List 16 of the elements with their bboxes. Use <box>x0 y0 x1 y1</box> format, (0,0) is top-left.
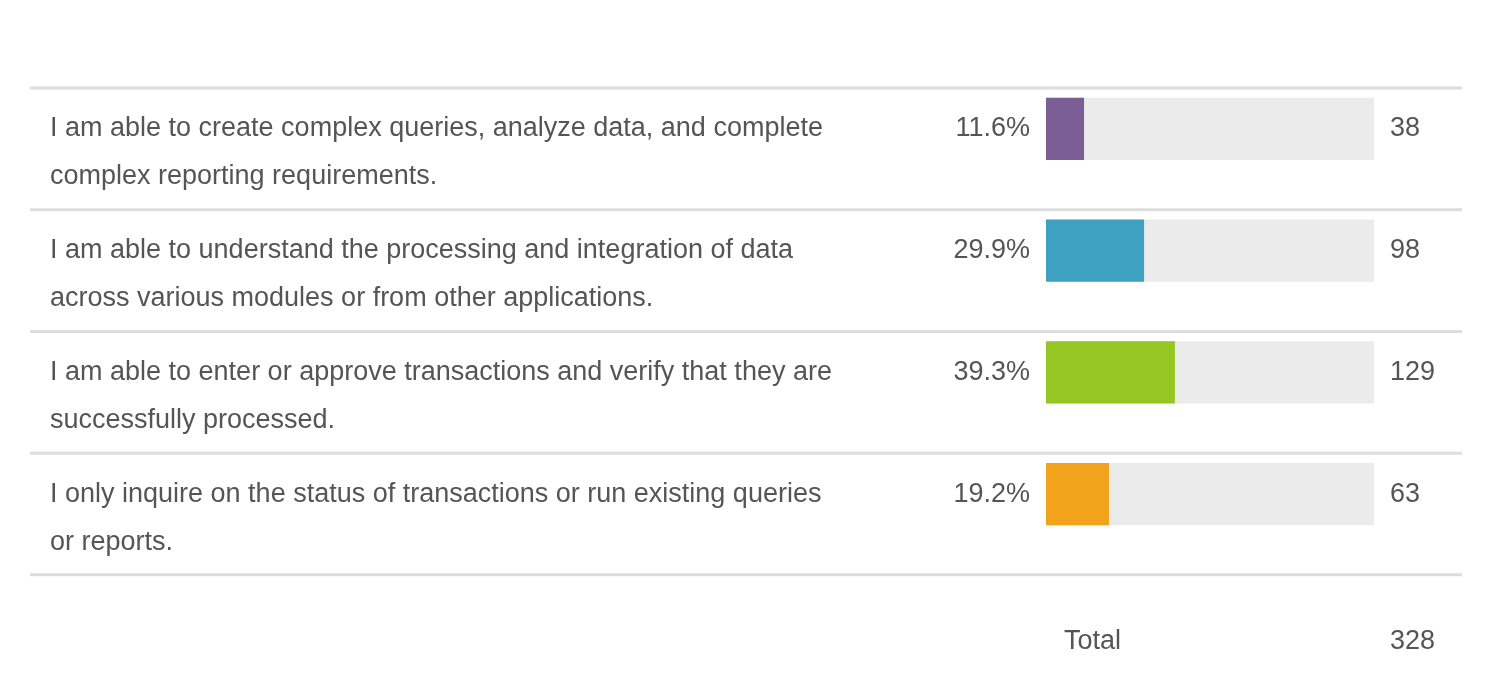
data-label: 29.9% <box>953 234 1030 265</box>
data-label: 19.2% <box>953 477 1030 508</box>
bar <box>1046 97 1085 161</box>
data-label: 39.3% <box>953 355 1030 386</box>
y-tick-label: I only inquire on the status of transactions or run existing queries or reports. <box>50 477 822 556</box>
text: Total <box>1064 625 1122 656</box>
text: 38 <box>1390 112 1421 143</box>
bar <box>1046 462 1109 526</box>
text: 328 <box>1390 625 1436 656</box>
text: 129 <box>1390 355 1436 386</box>
text: 98 <box>1390 234 1421 265</box>
data-label: 11.6% <box>955 112 1030 143</box>
text: 63 <box>1390 477 1421 508</box>
y-tick-label: I am able to enter or approve transactions and verify that they are successfully processed. <box>50 355 832 434</box>
y-tick-label: I am able to create complex queries, analyze data, and complete complex reporting requirements. <box>50 112 823 191</box>
y-tick-label: I am able to understand the processing and integration of data across various modules or from other applications. <box>50 234 794 313</box>
